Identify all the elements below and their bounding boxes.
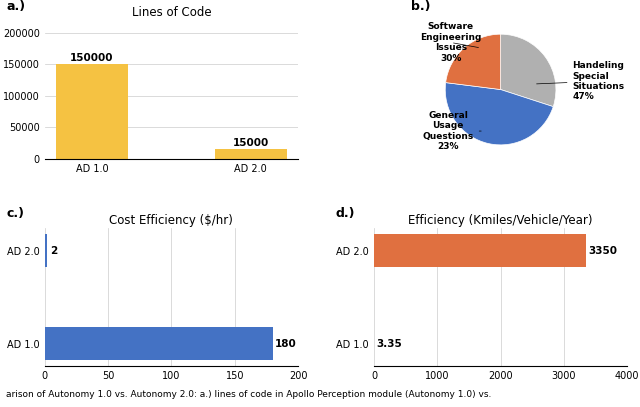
Bar xyxy=(45,234,47,267)
Wedge shape xyxy=(445,34,500,90)
Text: d.): d.) xyxy=(336,207,355,220)
Text: Software
Engineering
Issues
30%: Software Engineering Issues 30% xyxy=(420,22,481,63)
Text: 3.35: 3.35 xyxy=(376,339,402,349)
Text: 2: 2 xyxy=(50,245,57,256)
Text: General
Usage
Questions
23%: General Usage Questions 23% xyxy=(422,111,481,151)
Bar xyxy=(215,149,287,159)
Wedge shape xyxy=(500,34,556,107)
Bar xyxy=(56,64,128,159)
Title: Lines of Code: Lines of Code xyxy=(132,6,211,19)
Text: 15000: 15000 xyxy=(233,138,269,149)
Text: arison of Autonomy 1.0 vs. Autonomy 2.0: a.) lines of code in Apollo Perception : arison of Autonomy 1.0 vs. Autonomy 2.0:… xyxy=(6,390,492,399)
Text: 3350: 3350 xyxy=(588,245,617,256)
Wedge shape xyxy=(445,83,553,145)
Bar xyxy=(374,234,586,267)
Text: a.): a.) xyxy=(7,0,26,13)
Title: Efficiency (Kmiles/Vehicle/Year): Efficiency (Kmiles/Vehicle/Year) xyxy=(408,214,593,227)
Title: Cost Efficiency ($/hr): Cost Efficiency ($/hr) xyxy=(109,214,234,227)
Text: 150000: 150000 xyxy=(70,53,114,63)
Text: Handeling
Special
Situations
47%: Handeling Special Situations 47% xyxy=(536,61,625,101)
Text: b.): b.) xyxy=(411,0,430,13)
Text: c.): c.) xyxy=(7,207,25,220)
Text: 180: 180 xyxy=(275,339,297,349)
Bar xyxy=(45,327,273,360)
